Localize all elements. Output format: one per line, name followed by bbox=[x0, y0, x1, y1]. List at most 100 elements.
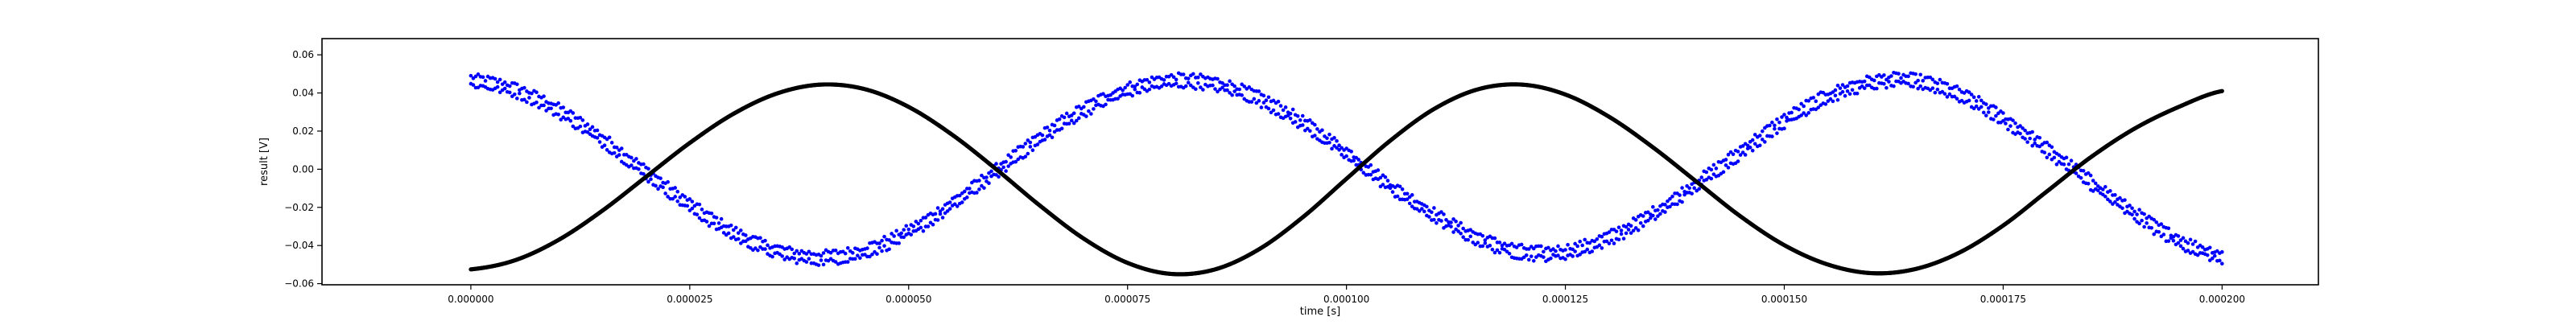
data-point bbox=[1028, 145, 1033, 149]
data-point bbox=[989, 169, 993, 174]
data-point bbox=[2106, 197, 2110, 202]
data-point bbox=[1699, 175, 1704, 179]
data-point bbox=[1621, 237, 1626, 241]
data-point bbox=[938, 212, 943, 216]
data-point bbox=[481, 75, 485, 80]
data-point bbox=[770, 254, 774, 259]
data-point bbox=[607, 135, 612, 140]
data-point bbox=[1271, 108, 1276, 113]
data-point bbox=[1368, 162, 1373, 167]
data-point bbox=[1023, 154, 1028, 158]
data-point bbox=[1728, 150, 1733, 154]
data-point bbox=[2042, 150, 2047, 154]
data-point bbox=[1183, 84, 1188, 88]
data-point bbox=[1191, 72, 1195, 76]
data-point bbox=[1668, 196, 1672, 201]
data-point bbox=[588, 127, 592, 131]
data-point bbox=[1752, 142, 1757, 146]
data-point bbox=[1790, 110, 1794, 115]
data-point bbox=[1799, 101, 1803, 106]
data-point bbox=[1685, 183, 1689, 188]
data-point bbox=[1490, 247, 1495, 252]
data-point bbox=[1663, 210, 1667, 214]
data-point bbox=[535, 90, 539, 95]
data-point bbox=[2057, 153, 2062, 158]
data-point bbox=[1656, 214, 1660, 218]
data-point bbox=[1449, 224, 1453, 228]
data-point bbox=[1875, 86, 1879, 91]
data-point bbox=[887, 238, 891, 242]
data-point bbox=[1578, 253, 1582, 257]
data-point bbox=[542, 94, 546, 98]
data-point bbox=[1556, 253, 1560, 257]
data-point bbox=[535, 100, 539, 105]
axes-frame bbox=[321, 38, 2319, 286]
data-point bbox=[2120, 206, 2124, 211]
data-point bbox=[731, 228, 736, 232]
data-point bbox=[962, 189, 967, 194]
data-point bbox=[1454, 219, 1458, 224]
data-point bbox=[1417, 208, 1422, 213]
data-point bbox=[1906, 74, 1910, 79]
data-point bbox=[1040, 133, 1045, 138]
data-point bbox=[753, 246, 758, 250]
data-point bbox=[816, 263, 821, 267]
data-point bbox=[678, 195, 683, 200]
data-point bbox=[850, 251, 855, 255]
data-point bbox=[819, 253, 824, 258]
data-point bbox=[1298, 118, 1302, 122]
data-point bbox=[561, 105, 566, 109]
data-point bbox=[1335, 138, 1339, 143]
data-point bbox=[2157, 229, 2161, 234]
data-point bbox=[1763, 140, 1767, 144]
data-point bbox=[2220, 249, 2224, 254]
data-point bbox=[977, 187, 981, 191]
data-point bbox=[1352, 158, 1356, 162]
data-point bbox=[2023, 137, 2027, 141]
data-point bbox=[868, 254, 872, 259]
data-point bbox=[1872, 78, 1876, 83]
data-point bbox=[1971, 95, 1976, 100]
data-point bbox=[1916, 86, 1920, 91]
data-point bbox=[980, 183, 984, 188]
data-point bbox=[700, 208, 704, 212]
data-point bbox=[1261, 101, 1266, 105]
data-point bbox=[1023, 142, 1028, 146]
data-point bbox=[1945, 95, 1950, 99]
data-point bbox=[1682, 192, 1686, 197]
data-point bbox=[738, 228, 743, 232]
data-point bbox=[1228, 91, 1232, 95]
data-point bbox=[1974, 104, 1979, 109]
data-point bbox=[945, 209, 950, 213]
data-point bbox=[1128, 80, 1133, 84]
data-point bbox=[792, 257, 797, 261]
data-point bbox=[1945, 81, 1950, 86]
data-point bbox=[578, 124, 583, 129]
data-point bbox=[497, 90, 502, 95]
data-point bbox=[2159, 222, 2164, 226]
data-point bbox=[909, 232, 914, 237]
data-point bbox=[1439, 210, 1443, 214]
data-point bbox=[1166, 81, 1171, 86]
data-point bbox=[1775, 117, 1779, 121]
data-point bbox=[980, 173, 984, 178]
data-point bbox=[1171, 75, 1176, 80]
data-point bbox=[1633, 226, 1638, 230]
data-point bbox=[1600, 246, 1604, 250]
data-point bbox=[1821, 90, 1826, 95]
data-point bbox=[2176, 241, 2181, 245]
data-point bbox=[595, 136, 600, 140]
data-point bbox=[758, 236, 762, 241]
x-tick-label: 0.000150 bbox=[1761, 294, 1807, 305]
data-point bbox=[877, 245, 881, 250]
data-point bbox=[646, 167, 650, 171]
data-point bbox=[819, 258, 824, 262]
data-point bbox=[1385, 179, 1390, 183]
data-point bbox=[1619, 232, 1624, 237]
data-point bbox=[1967, 98, 1971, 103]
data-point bbox=[716, 221, 721, 225]
data-point bbox=[1768, 123, 1772, 128]
data-point bbox=[1955, 84, 1959, 88]
data-point bbox=[2219, 88, 2224, 93]
